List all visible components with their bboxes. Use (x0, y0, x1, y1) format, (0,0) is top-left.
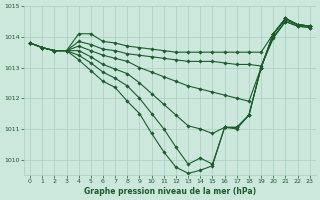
X-axis label: Graphe pression niveau de la mer (hPa): Graphe pression niveau de la mer (hPa) (84, 187, 256, 196)
